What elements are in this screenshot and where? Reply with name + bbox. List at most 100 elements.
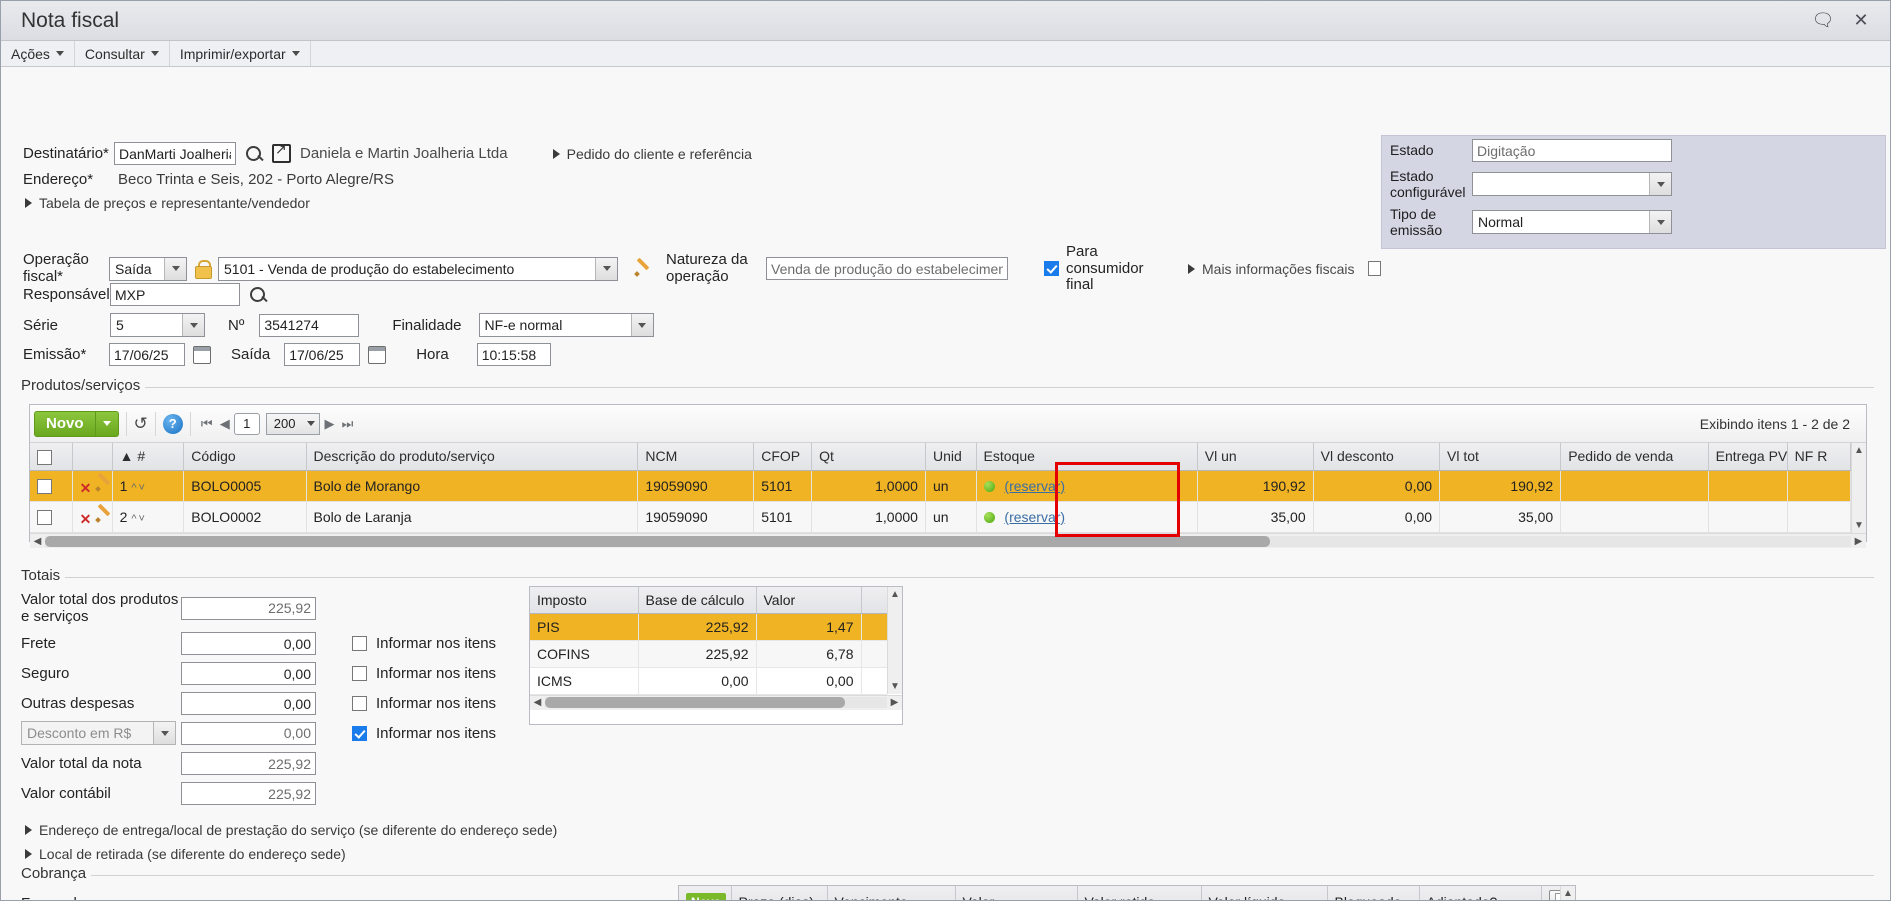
tipo-emissao-select[interactable]: Normal bbox=[1472, 210, 1672, 235]
select-all-header[interactable] bbox=[30, 443, 73, 471]
col-prazo[interactable]: Prazo (dias) bbox=[731, 886, 828, 900]
desconto-informar-field[interactable]: Informar nos itens bbox=[352, 725, 496, 742]
scroll-up-icon[interactable]: ▲ bbox=[1563, 888, 1573, 899]
hscroll-track[interactable] bbox=[45, 535, 1851, 547]
col-base-calculo[interactable]: Base de cálculo bbox=[638, 587, 757, 614]
valor-total-produtos-input[interactable] bbox=[181, 596, 316, 620]
page-number-input[interactable]: 1 bbox=[233, 412, 260, 435]
col-imposto[interactable]: Imposto bbox=[530, 587, 639, 614]
impostos-horizontal-scrollbar[interactable]: ◀ ▶ bbox=[530, 694, 902, 710]
produtos-vertical-scrollbar[interactable]: ▲ ▼ bbox=[1851, 443, 1866, 533]
document-icon[interactable] bbox=[1367, 261, 1381, 277]
finalidade-select[interactable]: NF-e normal bbox=[478, 313, 654, 337]
frete-informar-checkbox[interactable] bbox=[352, 636, 367, 651]
col-pedido-venda[interactable]: Pedido de venda bbox=[1560, 443, 1709, 471]
table-row[interactable]: PIS 225,92 1,47 bbox=[530, 613, 887, 641]
frete-input[interactable] bbox=[181, 632, 316, 655]
outras-informar-field[interactable]: Informar nos itens bbox=[352, 695, 496, 712]
table-row[interactable]: ICMS 0,00 0,00 bbox=[530, 667, 887, 695]
consumidor-final-checkbox[interactable] bbox=[1044, 261, 1059, 277]
seguro-informar-field[interactable]: Informar nos itens bbox=[352, 665, 496, 682]
col-vl-un[interactable]: Vl un bbox=[1197, 443, 1314, 471]
col-valor[interactable]: Valor bbox=[955, 886, 1078, 900]
destinatario-input[interactable] bbox=[114, 142, 236, 165]
close-icon[interactable]: ✕ bbox=[1853, 10, 1869, 30]
emissao-date-input[interactable] bbox=[109, 343, 185, 366]
local-retirada-expander[interactable]: Local de retirada (se diferente do ender… bbox=[25, 846, 346, 862]
col-descricao[interactable]: Descrição do produto/serviço bbox=[306, 443, 639, 471]
scroll-up-icon[interactable]: ▲ bbox=[890, 589, 900, 600]
next-page-icon[interactable]: ▶ bbox=[324, 415, 335, 431]
impostos-vertical-scrollbar[interactable]: ▲ ▼ bbox=[887, 587, 902, 694]
table-row[interactable]: COFINS 225,92 6,78 bbox=[530, 640, 887, 668]
operacao-tipo-select[interactable]: Saída bbox=[109, 256, 187, 281]
delete-row-icon[interactable]: ✕ bbox=[79, 510, 92, 527]
delete-row-icon[interactable]: ✕ bbox=[79, 479, 92, 496]
row-checkbox[interactable] bbox=[37, 478, 52, 494]
move-row-icons[interactable]: ^˅ bbox=[131, 512, 147, 525]
external-link-icon[interactable] bbox=[272, 141, 291, 163]
hscroll-thumb[interactable] bbox=[545, 697, 845, 708]
desconto-informar-checkbox[interactable] bbox=[352, 725, 367, 741]
saida-date-input[interactable] bbox=[284, 343, 361, 366]
scroll-left-icon[interactable]: ◀ bbox=[533, 697, 542, 708]
hscroll-thumb[interactable] bbox=[45, 535, 1270, 547]
table-row[interactable]: ✕ 2 ^˅ BOLO0002 Bolo de Laranja 19059090… bbox=[30, 501, 1851, 533]
col-entrega-pv[interactable]: Entrega PV bbox=[1708, 443, 1788, 471]
col-vl-tot[interactable]: Vl tot bbox=[1439, 443, 1562, 471]
col-valor[interactable]: Valor bbox=[756, 587, 862, 614]
chat-bubble-icon[interactable]: 🗨 bbox=[1811, 10, 1835, 30]
natureza-operacao-input[interactable] bbox=[766, 257, 1008, 281]
edit-pencil-icon[interactable] bbox=[95, 475, 111, 493]
novo-parcela-header[interactable]: Novo bbox=[679, 886, 732, 900]
row-checkbox[interactable] bbox=[37, 509, 52, 525]
novo-parcela-button[interactable]: Novo bbox=[686, 892, 726, 900]
col-print[interactable] bbox=[1541, 886, 1560, 900]
scroll-down-icon[interactable]: ▼ bbox=[1854, 520, 1864, 531]
outras-despesas-input[interactable] bbox=[181, 692, 316, 715]
col-seq[interactable]: ▲ # bbox=[112, 443, 185, 471]
valor-contabil-input[interactable] bbox=[181, 782, 316, 805]
scroll-right-icon[interactable]: ▶ bbox=[1854, 535, 1863, 547]
endereco-entrega-expander[interactable]: Endereço de entrega/local de prestação d… bbox=[25, 822, 557, 838]
menu-imprimir-exportar[interactable]: Imprimir/exportar bbox=[170, 41, 311, 66]
tabela-precos-expander[interactable]: Tabela de preços e representante/vendedo… bbox=[25, 195, 310, 211]
novo-produto-button[interactable]: Novo bbox=[34, 410, 119, 437]
col-vl-desconto[interactable]: Vl desconto bbox=[1313, 443, 1441, 471]
responsavel-input[interactable] bbox=[110, 283, 240, 306]
move-row-icons[interactable]: ^˅ bbox=[131, 481, 147, 494]
hora-input[interactable] bbox=[476, 343, 551, 366]
col-valor-retido[interactable]: Valor retido bbox=[1077, 886, 1202, 900]
operacao-cfop-select[interactable]: 5101 - Venda de produção do estabelecime… bbox=[218, 256, 618, 281]
valor-total-nota-input[interactable] bbox=[181, 752, 316, 775]
refresh-icon[interactable]: ↺ bbox=[133, 413, 148, 433]
page-size-select[interactable]: 200 bbox=[265, 412, 321, 435]
col-estoque[interactable]: Estoque bbox=[976, 443, 1198, 471]
last-page-icon[interactable]: ⏭ bbox=[341, 415, 354, 431]
col-unid[interactable]: Unid bbox=[925, 443, 977, 471]
col-adiantado[interactable]: Adiantado? bbox=[1419, 886, 1542, 900]
mais-informacoes-fiscais-expander[interactable]: Mais informações fiscais bbox=[1188, 261, 1381, 277]
scroll-up-icon[interactable]: ▲ bbox=[1854, 445, 1864, 456]
col-valor-liquido[interactable]: Valor líquido bbox=[1201, 886, 1328, 900]
reservar-link[interactable]: (reservar) bbox=[1004, 477, 1066, 494]
search-icon[interactable] bbox=[249, 286, 267, 304]
desconto-tipo-select[interactable]: Desconto em R$ bbox=[21, 721, 176, 745]
calendar-icon[interactable] bbox=[368, 345, 387, 364]
prev-page-icon[interactable]: ◀ bbox=[219, 415, 230, 431]
numero-input[interactable] bbox=[259, 313, 360, 337]
cobranca-vertical-scrollbar[interactable]: ▲ ▼ bbox=[1560, 886, 1575, 900]
first-page-icon[interactable]: ⏮ bbox=[200, 415, 213, 431]
seguro-informar-checkbox[interactable] bbox=[352, 666, 367, 681]
search-icon[interactable] bbox=[245, 145, 263, 163]
row-select-cell[interactable] bbox=[30, 501, 73, 533]
row-estoque[interactable]: (reservar) bbox=[976, 501, 1198, 533]
row-select-cell[interactable] bbox=[30, 470, 73, 502]
scroll-down-icon[interactable]: ▼ bbox=[890, 681, 900, 692]
menu-consultar[interactable]: Consultar bbox=[75, 41, 170, 66]
calendar-icon[interactable] bbox=[193, 345, 211, 364]
desconto-input[interactable] bbox=[181, 721, 316, 745]
table-row[interactable]: ✕ 1 ^˅ BOLO0005 Bolo de Morango 19059090… bbox=[30, 470, 1851, 502]
col-bloqueado[interactable]: Bloqueado bbox=[1327, 886, 1420, 900]
estado-input[interactable] bbox=[1472, 139, 1672, 162]
